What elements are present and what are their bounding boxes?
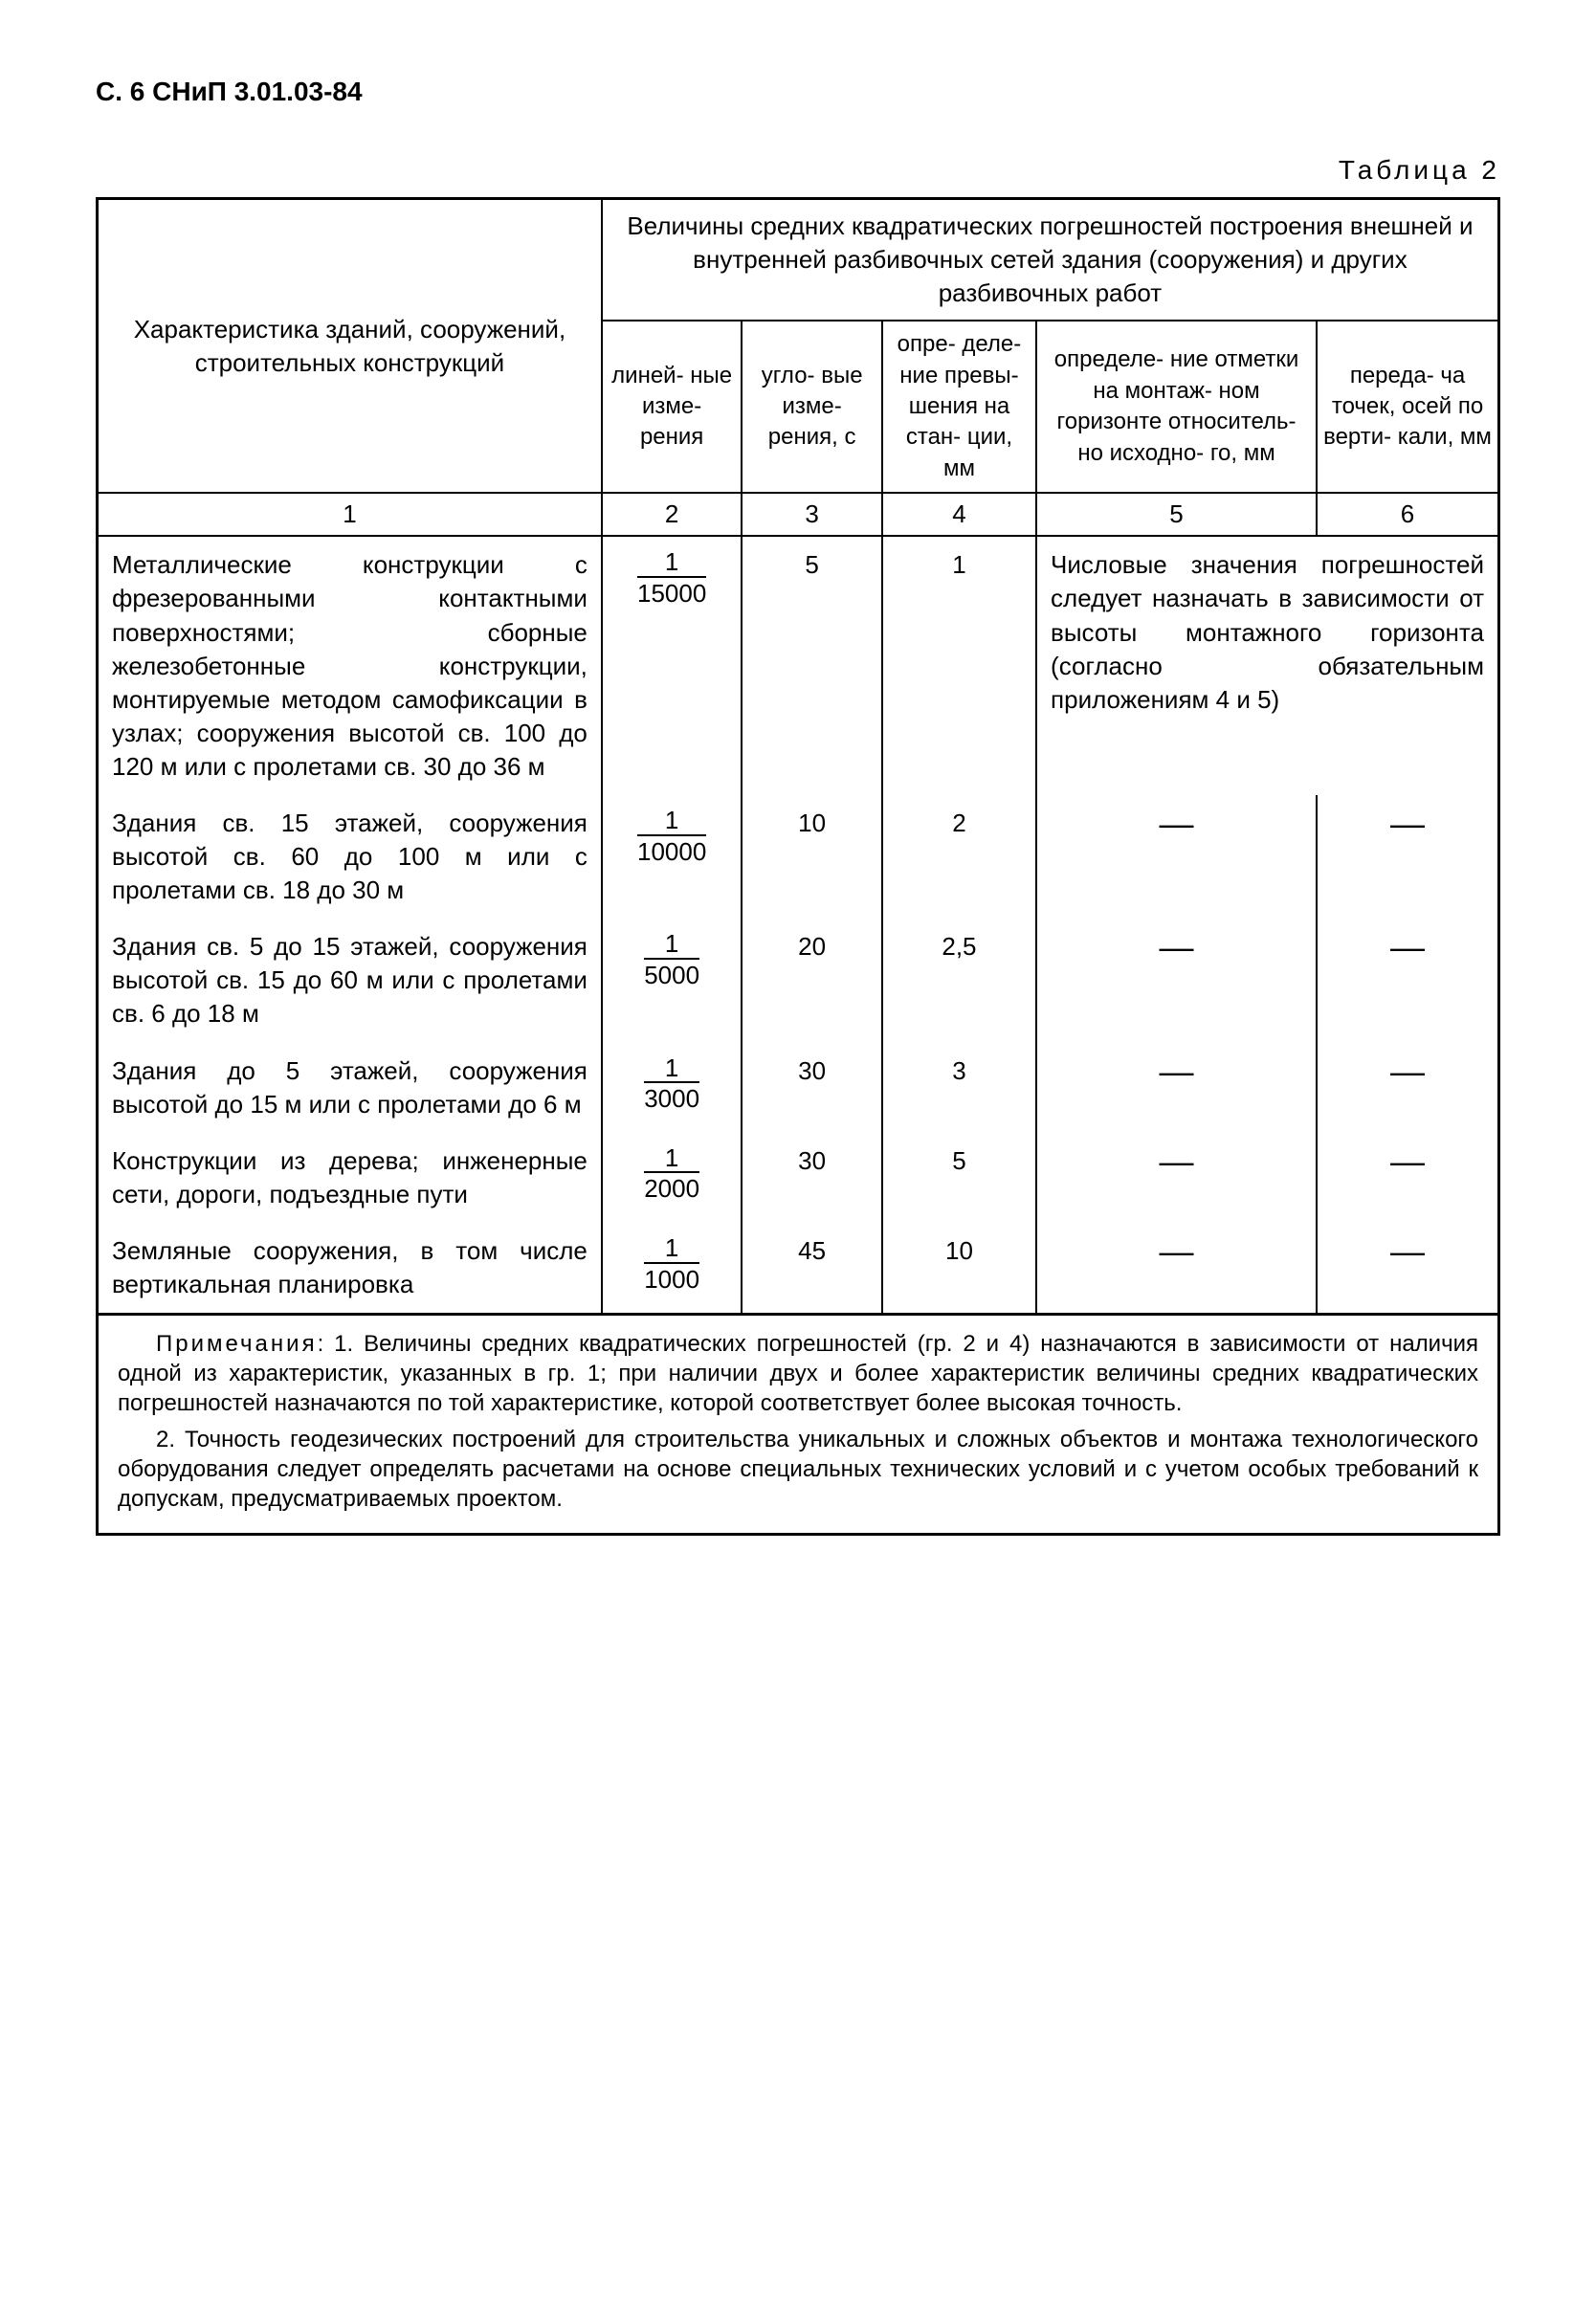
row-vertical: —	[1317, 795, 1498, 919]
row-merged-note: Числовые значения погрешностей следует н…	[1036, 536, 1498, 795]
row-linear: 11000	[602, 1223, 743, 1315]
row-elevation: 2,5	[882, 919, 1036, 1042]
row-mark: —	[1036, 1223, 1317, 1315]
row-angular: 30	[742, 1133, 882, 1223]
table-row: Здания св. 15 этажей, сооружения высотой…	[98, 795, 1499, 919]
row-desc: Земляные сооружения, в том числе вертика…	[98, 1223, 602, 1315]
row-mark: —	[1036, 919, 1317, 1042]
table-row: Земляные сооружения, в том числе вертика…	[98, 1223, 1499, 1315]
page-header: С. 6 СНиП 3.01.03-84	[96, 77, 1500, 107]
row-elevation: 3	[882, 1043, 1036, 1133]
row-elevation: 5	[882, 1133, 1036, 1223]
row-linear: 13000	[602, 1043, 743, 1133]
row-desc: Здания св. 5 до 15 этажей, сооружения вы…	[98, 919, 602, 1042]
colnum-5: 5	[1036, 493, 1317, 536]
row-mark: —	[1036, 1133, 1317, 1223]
row-linear: 115000	[602, 536, 743, 795]
note-1-text: : 1. Величины средних квадратических пог…	[118, 1331, 1478, 1416]
table-label: Таблица 2	[96, 155, 1500, 186]
table-row: Конструкции из дерева; инженерные сети, …	[98, 1133, 1499, 1223]
row-mark: —	[1036, 1043, 1317, 1133]
table-row: Металлические конструкции с фрезерованны…	[98, 536, 1499, 795]
note-2: 2. Точность геодезических построений для…	[118, 1425, 1478, 1515]
row-elevation: 2	[882, 795, 1036, 919]
colnum-4: 4	[882, 493, 1036, 536]
row-angular: 10	[742, 795, 882, 919]
notes-block: Примечания: 1. Величины средних квадрати…	[96, 1316, 1500, 1536]
table-row: Здания св. 5 до 15 этажей, сооружения вы…	[98, 919, 1499, 1042]
row-elevation: 1	[882, 536, 1036, 795]
notes-label: Примечания	[156, 1331, 318, 1357]
colnum-6: 6	[1317, 493, 1498, 536]
col-header-errors: Величины средних квадратических погрешно…	[602, 199, 1499, 321]
row-linear: 12000	[602, 1133, 743, 1223]
col-header-characteristics: Характеристика зданий, сооружений, строи…	[98, 199, 602, 494]
row-angular: 30	[742, 1043, 882, 1133]
row-elevation: 10	[882, 1223, 1036, 1315]
table-row: Здания до 5 этажей, сооружения высотой д…	[98, 1043, 1499, 1133]
row-linear: 110000	[602, 795, 743, 919]
row-desc: Конструкции из дерева; инженерные сети, …	[98, 1133, 602, 1223]
col-header-angular: угло- вые изме- рения, с	[742, 321, 882, 493]
col-header-elevation: опре- деле- ние превы- шения на стан- ци…	[882, 321, 1036, 493]
col-header-mark: определе- ние отметки на монтаж- ном гор…	[1036, 321, 1317, 493]
row-vertical: —	[1317, 1133, 1498, 1223]
row-mark: —	[1036, 795, 1317, 919]
column-number-row: 1 2 3 4 5 6	[98, 493, 1499, 536]
colnum-1: 1	[98, 493, 602, 536]
colnum-2: 2	[602, 493, 743, 536]
row-desc: Здания св. 15 этажей, сооружения высотой…	[98, 795, 602, 919]
row-vertical: —	[1317, 919, 1498, 1042]
main-table: Характеристика зданий, сооружений, строи…	[96, 197, 1500, 1316]
col-header-vertical: переда- ча точек, осей по верти- кали, м…	[1317, 321, 1498, 493]
note-1: Примечания: 1. Величины средних квадрати…	[118, 1329, 1478, 1419]
row-vertical: —	[1317, 1043, 1498, 1133]
row-desc: Здания до 5 этажей, сооружения высотой д…	[98, 1043, 602, 1133]
colnum-3: 3	[742, 493, 882, 536]
row-desc: Металлические конструкции с фрезерованны…	[98, 536, 602, 795]
row-angular: 5	[742, 536, 882, 795]
row-linear: 15000	[602, 919, 743, 1042]
row-angular: 20	[742, 919, 882, 1042]
col-header-linear: линей- ные изме- рения	[602, 321, 743, 493]
row-angular: 45	[742, 1223, 882, 1315]
row-vertical: —	[1317, 1223, 1498, 1315]
